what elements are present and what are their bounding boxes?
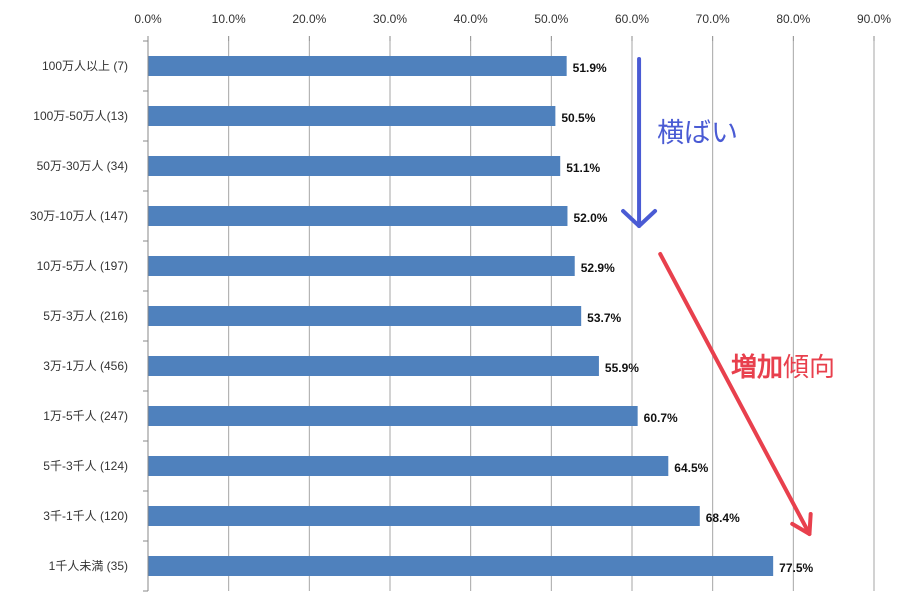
bar xyxy=(148,56,567,76)
increase-annotation-normal: 傾向 xyxy=(783,353,835,383)
category-label: 10万-5万人 (197) xyxy=(37,259,128,273)
bars xyxy=(148,56,774,576)
data-label: 53.7% xyxy=(587,311,621,325)
x-tick-label: 60.0% xyxy=(615,12,649,26)
category-label: 5万-3万人 (216) xyxy=(43,309,128,323)
bar xyxy=(148,356,599,376)
data-label: 64.5% xyxy=(674,461,708,475)
category-label: 100万人以上 (7) xyxy=(42,59,128,73)
x-tick-label: 0.0% xyxy=(134,12,162,26)
category-label: 1万-5千人 (247) xyxy=(43,409,128,423)
data-label: 68.4% xyxy=(706,511,740,525)
x-tick-label: 10.0% xyxy=(212,12,246,26)
data-label: 60.7% xyxy=(644,411,678,425)
data-label: 52.0% xyxy=(573,211,607,225)
increase-arrow-shaft xyxy=(658,252,812,536)
flat-annotation-text: 横ばい xyxy=(657,118,738,149)
bar xyxy=(148,206,568,226)
increase-arrow-head xyxy=(790,512,813,536)
category-label: 100万-50万人(13) xyxy=(33,109,128,123)
data-label: 52.9% xyxy=(581,261,615,275)
data-label: 55.9% xyxy=(605,361,639,375)
bar xyxy=(148,556,774,576)
axes xyxy=(143,36,875,592)
bar xyxy=(148,256,575,276)
x-tick-label: 50.0% xyxy=(534,12,568,26)
category-label: 3万-1万人 (456) xyxy=(43,359,128,373)
data-label: 51.1% xyxy=(566,161,600,175)
category-label: 30万-10万人 (147) xyxy=(30,209,128,223)
bar xyxy=(148,456,669,476)
data-label: 77.5% xyxy=(779,561,813,575)
category-label: 3千-1千人 (120) xyxy=(43,509,128,523)
x-tick-label: 40.0% xyxy=(454,12,488,26)
x-tick-label: 80.0% xyxy=(776,12,810,26)
bar xyxy=(148,506,700,526)
bar xyxy=(148,106,556,126)
category-label: 5千-3千人 (124) xyxy=(43,459,128,473)
flat-arrow-head xyxy=(621,209,658,228)
x-tick-label: 20.0% xyxy=(292,12,326,26)
bar xyxy=(148,306,582,326)
category-label: 1千人未満 (35) xyxy=(49,559,128,573)
x-tick-label: 70.0% xyxy=(696,12,730,26)
increase-annotation-bold: 増加 xyxy=(731,353,783,383)
x-tick-label: 90.0% xyxy=(857,12,891,26)
category-label: 50万-30万人 (34) xyxy=(37,159,128,173)
increase-annotation-text: 増加傾向 xyxy=(731,353,835,383)
bar xyxy=(148,156,561,176)
x-tick-label: 30.0% xyxy=(373,12,407,26)
labels: 0.0% 10.0% 20.0% 30.0% 40.0% 50.0% 60.0% 70.0% 8… xyxy=(30,12,891,575)
data-label: 50.5% xyxy=(561,111,595,125)
bar xyxy=(148,406,638,426)
data-label: 51.9% xyxy=(573,61,607,75)
